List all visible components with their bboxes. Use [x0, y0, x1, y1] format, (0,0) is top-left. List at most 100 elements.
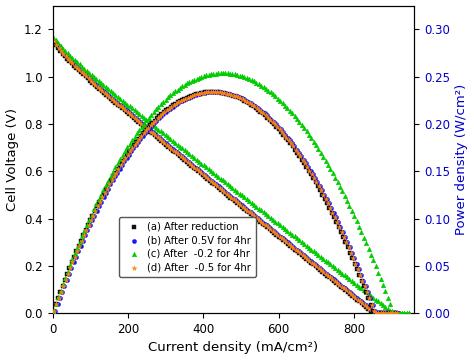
Point [305, 132, 313, 138]
(b) After 0.5V for 4hr [261, 221, 268, 226]
Point [136, 127, 143, 133]
Point [139, 133, 146, 139]
Point [59, 281, 67, 287]
(a) After reduction [238, 204, 246, 210]
(c) After  -0.2 for 4hr [191, 155, 198, 161]
(b) After 0.5V for 4hr [82, 71, 89, 77]
Point [232, 94, 239, 99]
(b) After 0.5V for 4hr [307, 258, 314, 264]
Point [107, 177, 115, 183]
(d) After  -0.5 for 4hr [303, 256, 311, 262]
Point [386, 310, 394, 316]
(a) After reduction [109, 98, 117, 103]
Point [353, 219, 360, 224]
(d) After  -0.5 for 4hr [158, 138, 166, 144]
Point [168, 104, 175, 110]
(b) After 0.5V for 4hr [242, 206, 250, 212]
Point [272, 121, 280, 127]
Point [200, 90, 208, 96]
Point [240, 96, 247, 102]
Point [180, 97, 188, 103]
(c) After  -0.2 for 4hr [90, 74, 98, 80]
Point [138, 133, 146, 139]
(c) After  -0.2 for 4hr [324, 260, 332, 265]
(c) After  -0.2 for 4hr [283, 228, 291, 234]
Point [82, 228, 90, 233]
(c) After  -0.2 for 4hr [269, 217, 277, 222]
Point [319, 154, 327, 160]
(d) After  -0.5 for 4hr [182, 157, 189, 163]
(b) After 0.5V for 4hr [279, 235, 287, 241]
(a) After reduction [383, 310, 391, 316]
Point [342, 239, 350, 245]
Point [128, 137, 136, 143]
Point [276, 126, 283, 132]
Point [152, 107, 160, 112]
(b) After 0.5V for 4hr [226, 193, 234, 199]
(a) After reduction [75, 67, 82, 73]
(b) After 0.5V for 4hr [286, 241, 293, 247]
(b) After 0.5V for 4hr [160, 138, 167, 144]
(a) After reduction [245, 210, 253, 215]
(c) After  -0.2 for 4hr [195, 159, 203, 165]
Point [377, 310, 384, 316]
Point [278, 129, 286, 135]
(b) After 0.5V for 4hr [357, 298, 365, 304]
(d) After  -0.5 for 4hr [248, 211, 255, 217]
Point [146, 122, 154, 128]
Point [281, 103, 289, 108]
(c) After  -0.2 for 4hr [312, 250, 320, 256]
Point [307, 171, 315, 177]
Point [303, 129, 310, 134]
Point [73, 245, 81, 251]
(a) After reduction [146, 129, 154, 134]
Point [166, 93, 174, 98]
Point [112, 170, 120, 175]
Point [112, 165, 119, 170]
(c) After  -0.2 for 4hr [243, 196, 251, 202]
(d) After  -0.5 for 4hr [138, 121, 146, 127]
(d) After  -0.5 for 4hr [133, 117, 141, 123]
(c) After  -0.2 for 4hr [52, 37, 60, 43]
Point [134, 139, 142, 145]
Point [172, 101, 179, 107]
Point [224, 91, 231, 96]
(b) After 0.5V for 4hr [355, 297, 363, 302]
Point [155, 104, 162, 109]
Point [212, 89, 220, 95]
Point [86, 217, 94, 223]
(c) After  -0.2 for 4hr [327, 261, 334, 267]
Point [75, 243, 83, 249]
Point [238, 73, 246, 79]
(d) After  -0.5 for 4hr [290, 245, 297, 251]
Point [169, 90, 176, 96]
Point [57, 289, 65, 295]
Point [300, 157, 308, 163]
Point [183, 80, 191, 86]
Point [231, 72, 238, 77]
Point [190, 92, 198, 98]
Point [114, 170, 121, 175]
(b) After 0.5V for 4hr [311, 262, 319, 267]
(d) After  -0.5 for 4hr [80, 71, 88, 77]
(a) After reduction [116, 104, 124, 109]
Point [338, 189, 346, 194]
Point [204, 89, 212, 95]
(d) After  -0.5 for 4hr [361, 302, 368, 308]
(a) After reduction [236, 202, 244, 208]
(a) After reduction [121, 108, 128, 113]
Point [289, 144, 296, 149]
(a) After reduction [314, 265, 322, 271]
(c) After  -0.2 for 4hr [226, 183, 234, 189]
(a) After reduction [227, 195, 234, 201]
(c) After  -0.2 for 4hr [334, 267, 341, 273]
(b) After 0.5V for 4hr [137, 119, 144, 125]
(a) After reduction [243, 208, 250, 213]
(a) After reduction [286, 243, 294, 249]
(c) After  -0.2 for 4hr [310, 248, 318, 254]
(b) After 0.5V for 4hr [141, 123, 149, 129]
Point [249, 102, 257, 108]
Point [316, 184, 324, 189]
Point [291, 144, 298, 149]
(d) After  -0.5 for 4hr [163, 142, 171, 148]
